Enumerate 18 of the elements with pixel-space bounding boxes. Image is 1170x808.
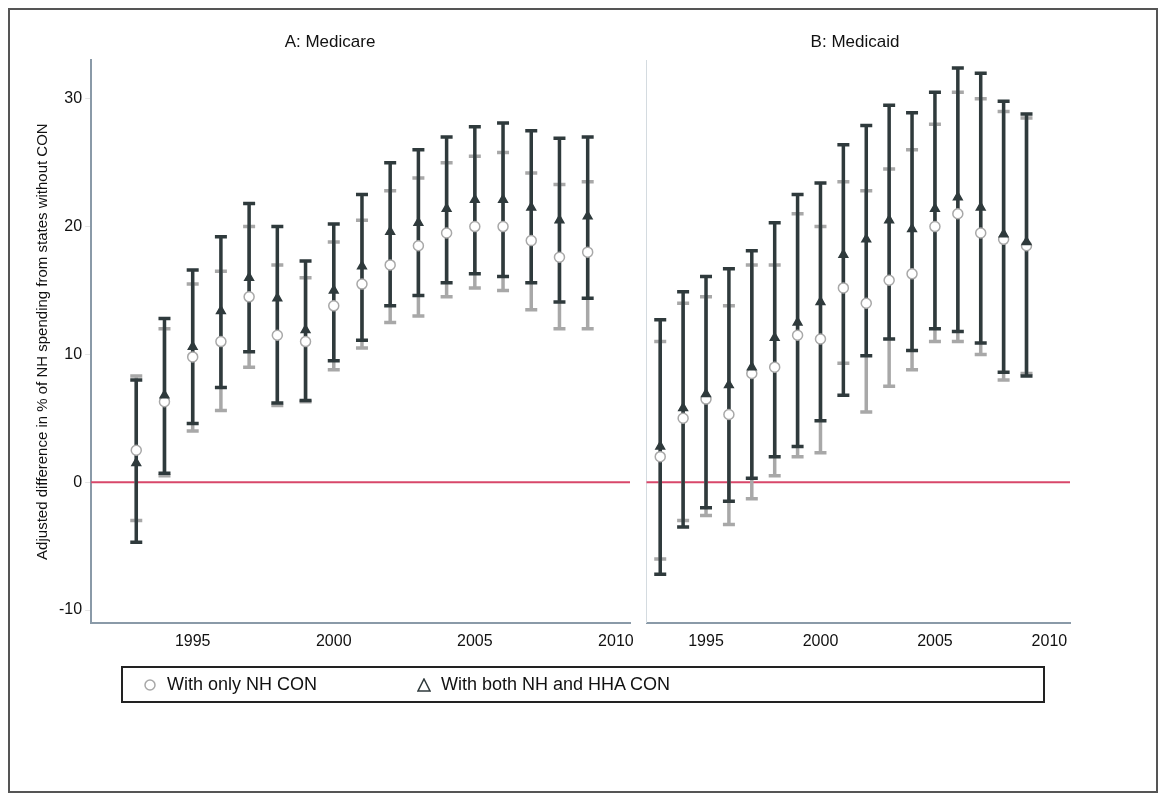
y-tick-label: 30 [64,89,83,107]
chart-title: B: Medicaid [810,31,900,51]
x-tick-label: 2010 [598,631,634,649]
y-tick-label: 0 [73,472,83,490]
x-tick-label: 2005 [457,631,493,649]
y-tick-label: -10 [59,600,83,618]
y-axis-title: Adjusted difference in % of NH spending from states without CON [33,123,51,560]
x-tick-label: 2000 [802,631,839,649]
x-tick-label: 1995 [688,631,724,649]
y-tick-label: 10 [64,344,83,362]
legend-label: With both NH and HHA CON [441,674,671,695]
x-tick-label: 2010 [1031,631,1068,649]
x-tick-label: 2005 [917,631,953,649]
chart-title: A: Medicare [284,31,376,51]
y-tick-label: 20 [64,216,83,234]
x-tick-label: 1995 [174,631,211,649]
legend-label: With only NH CON [167,674,318,695]
x-tick-label: 2000 [315,631,352,649]
